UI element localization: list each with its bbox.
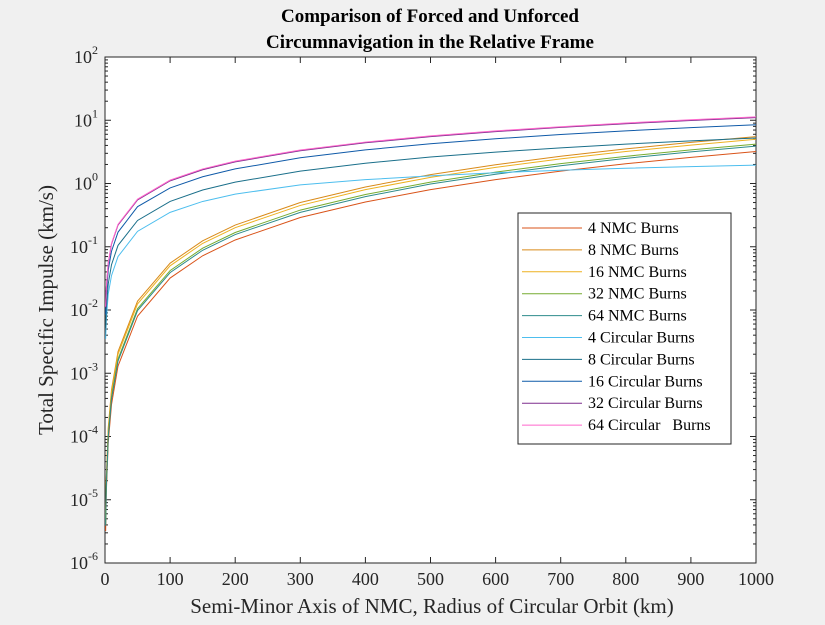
y-tick-label: 10-5	[70, 486, 98, 510]
legend-entry: 64 Circular Burns	[588, 417, 711, 434]
legend-entry: 8 NMC Burns	[588, 242, 679, 259]
x-tick-label: 1000	[738, 569, 774, 589]
y-tick-label: 10-6	[70, 549, 98, 573]
series-line	[105, 145, 757, 526]
y-tick-label: 10-4	[70, 423, 98, 447]
x-tick-label: 100	[157, 569, 184, 589]
x-tick-label: 500	[417, 569, 444, 589]
legend-entry: 16 Circular Burns	[588, 373, 703, 390]
x-tick-label: 600	[482, 569, 509, 589]
legend-entry: 32 Circular Burns	[588, 395, 703, 412]
x-tick-label: 0	[101, 569, 110, 589]
x-tick-label: 400	[352, 569, 379, 589]
x-axis-label: Semi-Minor Axis of NMC, Radius of Circul…	[190, 594, 674, 618]
series-line	[105, 124, 757, 315]
x-tick-label: 200	[222, 569, 249, 589]
legend-entry: 4 Circular Burns	[588, 330, 695, 347]
legend-entry: 32 NMC Burns	[588, 286, 687, 303]
y-axis: 10-6 10-5 10-4 10-3 10-2 10-1 100 101 102	[70, 43, 756, 573]
legend-entry: 64 NMC Burns	[588, 308, 687, 325]
legend-entry: 16 NMC Burns	[588, 264, 687, 281]
chart-title-line-1: Comparison of Forced and Unforced	[281, 6, 579, 27]
legend: 4 NMC Burns 8 NMC Burns 16 NMC Burns 32 NMC…	[517, 212, 732, 445]
y-tick-label: 10-2	[70, 296, 98, 320]
series-line	[105, 116, 757, 307]
chart-title-line-2: Circumnavigation in the Relative Frame	[266, 32, 594, 53]
series-line	[105, 164, 757, 339]
y-tick-label: 10-3	[70, 359, 98, 383]
y-axis-label: Total Specific Impulse (km/s)	[34, 185, 58, 435]
series-line	[105, 137, 757, 328]
x-tick-label: 900	[677, 569, 704, 589]
y-tick-label: 100	[74, 170, 98, 194]
x-tick-label: 700	[547, 569, 574, 589]
legend-entry: 8 Circular Burns	[588, 351, 695, 368]
y-tick-label: 102	[74, 43, 98, 67]
x-tick-label: 800	[612, 569, 639, 589]
y-tick-label: 10-1	[70, 233, 98, 257]
legend-box	[517, 212, 732, 445]
x-tick-label: 300	[287, 569, 314, 589]
series-lines	[105, 116, 757, 532]
y-tick-label: 101	[74, 106, 98, 130]
x-axis: 0 100 200 300 400 500 600 700 800 900 1000	[101, 57, 774, 589]
legend-entry: 4 NMC Burns	[588, 220, 679, 237]
